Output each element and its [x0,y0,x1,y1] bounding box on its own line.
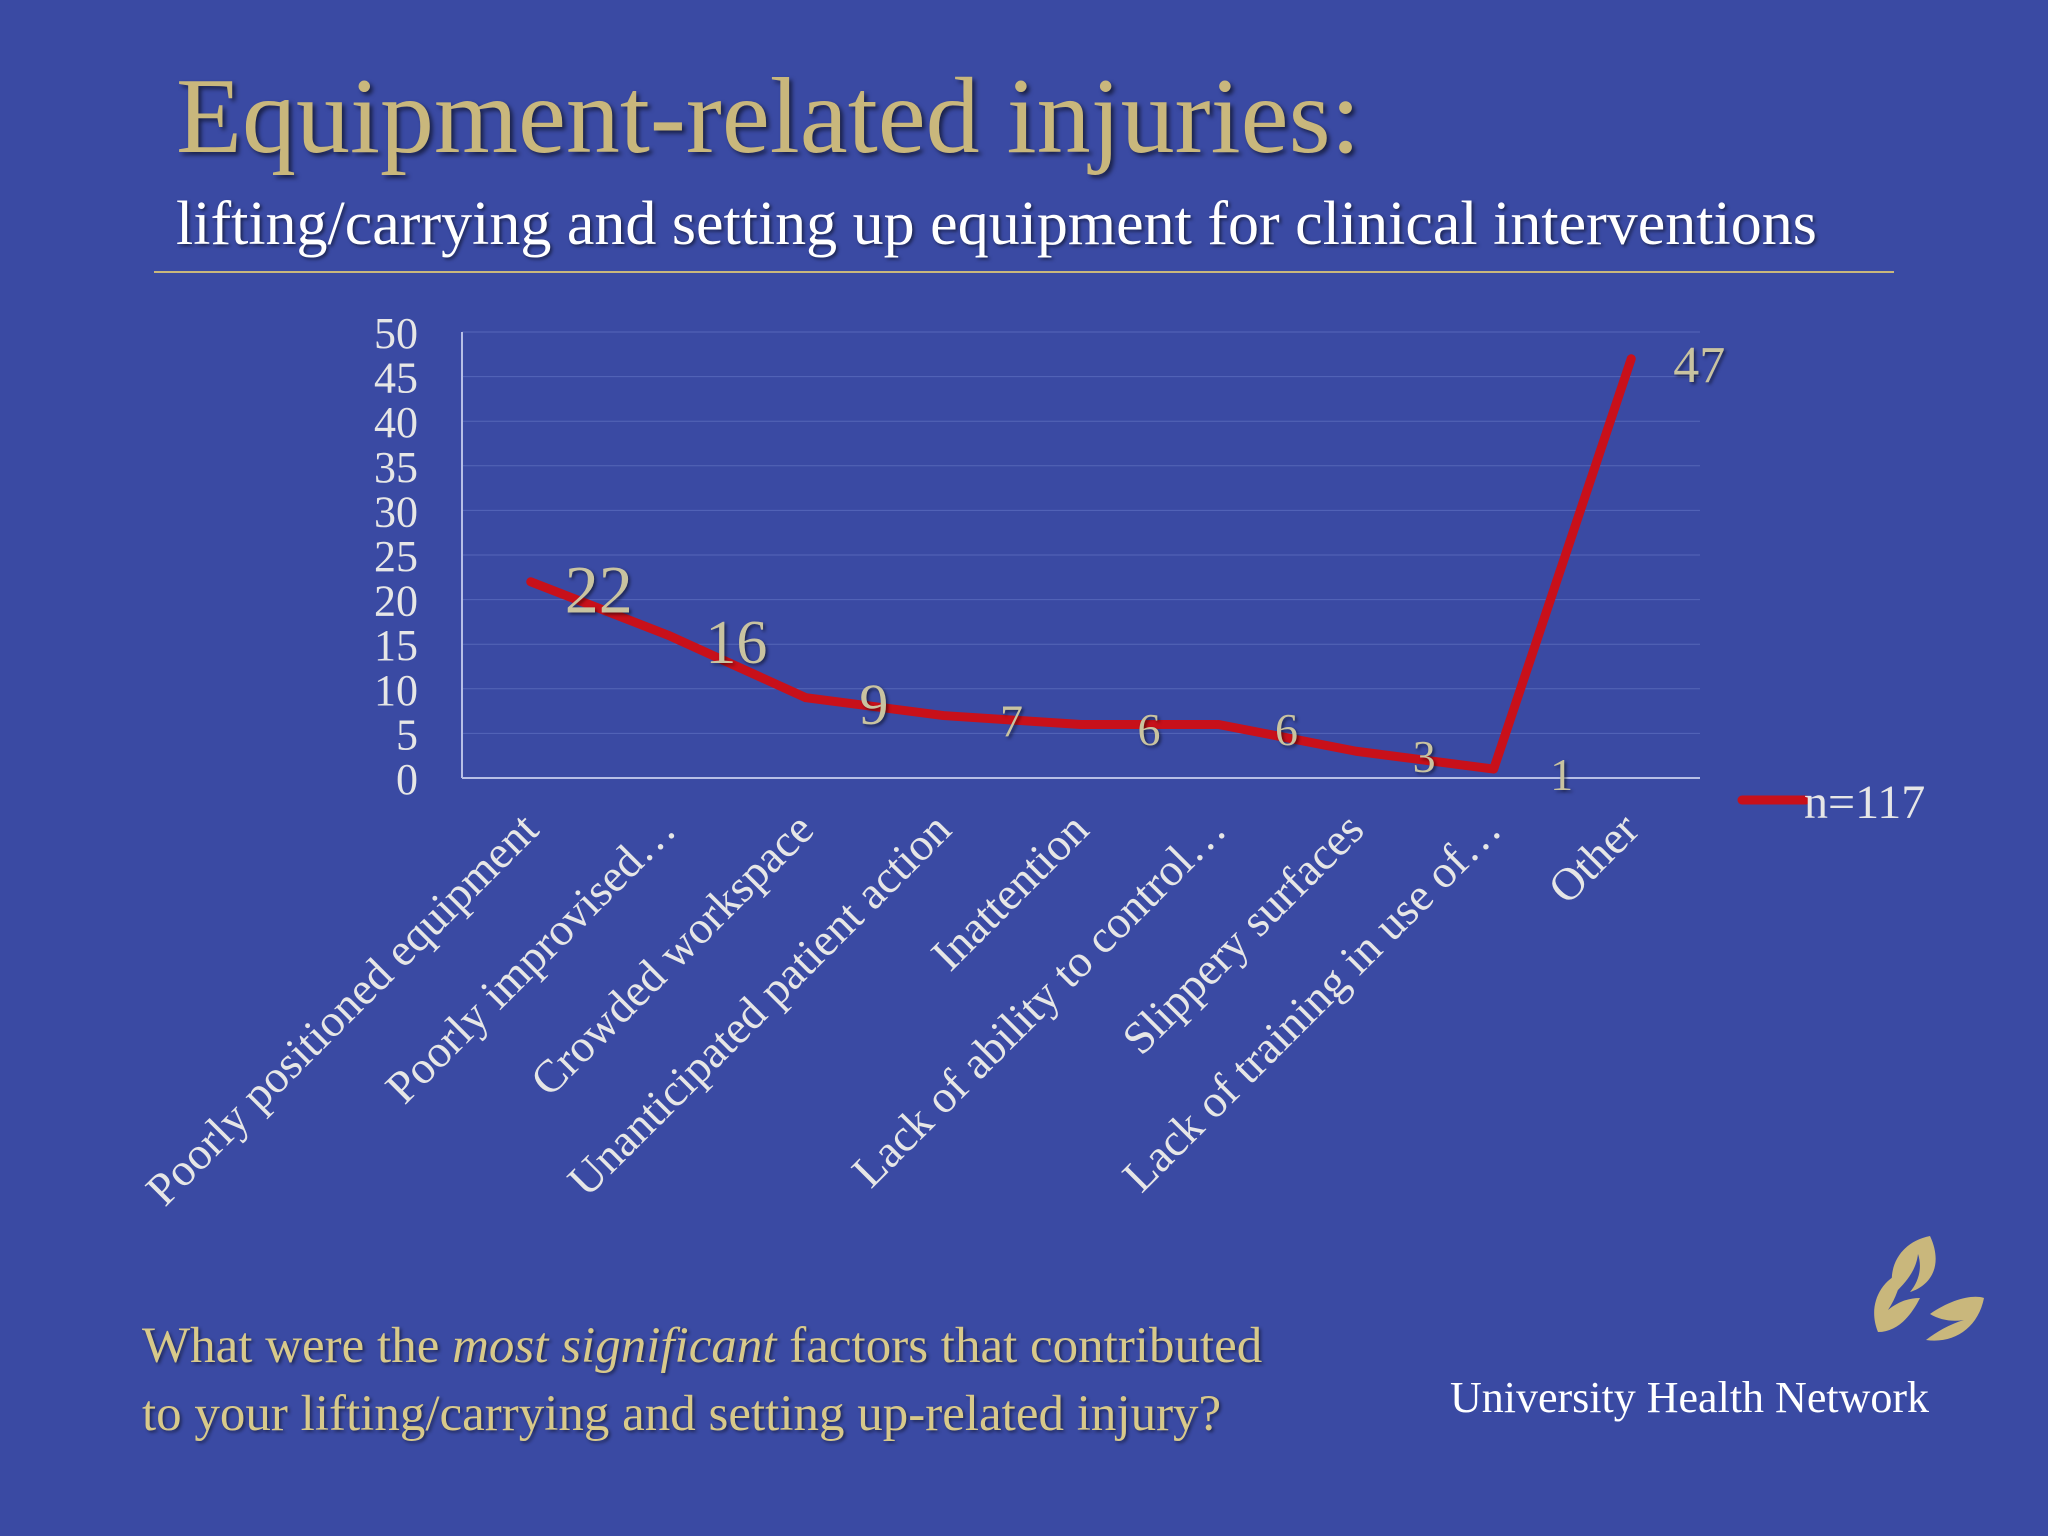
data-point [664,631,673,640]
x-category-label: Other [1538,803,1648,913]
data-point [526,577,535,586]
y-tick-label: 35 [374,443,418,492]
y-tick-label: 0 [396,755,418,804]
y-tick-label: 45 [374,354,418,403]
x-category-label: Slippery surfaces [1112,803,1373,1064]
organization-name: University Health Network [1450,1373,1929,1422]
slide-subtitle: lifting/carrying and setting up equipmen… [176,190,1817,258]
question-emphasis: most significant [452,1318,777,1374]
data-label: 47 [1673,337,1725,394]
y-tick-label: 15 [374,621,418,670]
data-label: 7 [1000,695,1023,746]
data-label: 16 [705,609,767,677]
data-label: 9 [859,672,888,737]
title-divider [154,271,1894,273]
question-line-2: to your lifting/carrying and setting up-… [142,1386,1222,1442]
data-point [801,693,810,702]
data-point [1214,720,1223,729]
data-label: 3 [1413,731,1436,782]
question-text-start: What were the [142,1318,453,1374]
slide-title: Equipment-related injuries: [176,57,1361,176]
legend-label: n=117 [1804,776,1925,829]
series-line [526,354,1636,774]
data-label: 6 [1275,704,1298,755]
y-tick-label: 50 [374,309,418,358]
data-label: 22 [565,551,633,627]
uhn-logo-icon [1874,1236,1984,1341]
survey-question: What were the most significant factors t… [142,1312,1262,1448]
data-point [939,711,948,720]
data-label: 6 [1138,704,1161,755]
y-tick-label: 40 [374,398,418,447]
y-tick-label: 5 [396,710,418,759]
data-point [1352,747,1361,756]
data-point [1627,354,1636,363]
data-point [1489,765,1498,774]
data-point [1077,720,1085,729]
y-tick-label: 20 [374,577,418,626]
y-tick-label: 25 [374,532,418,581]
y-tick-label: 10 [374,666,418,715]
y-tick-label: 30 [374,487,418,536]
question-text-end: factors that contributed [776,1318,1263,1374]
data-label: 1 [1550,749,1573,800]
